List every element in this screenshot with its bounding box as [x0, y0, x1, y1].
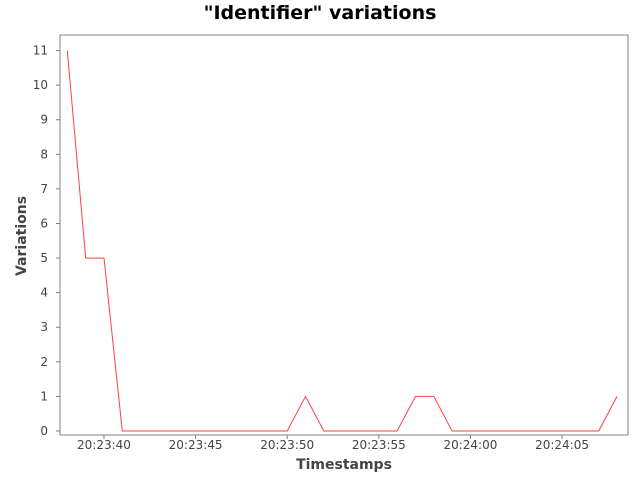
y-tick-label: 6: [40, 216, 48, 230]
y-tick-label: 10: [33, 78, 48, 92]
chart-title: "Identifier" variations: [203, 2, 437, 24]
data-point: [195, 431, 196, 432]
x-tick-label: 20:23:55: [352, 438, 406, 452]
data-point: [598, 431, 599, 432]
data-point: [140, 431, 141, 432]
data-point: [433, 396, 434, 397]
data-point: [305, 396, 306, 397]
data-point: [287, 431, 288, 432]
y-axis-title: Variations: [14, 196, 30, 276]
data-point: [617, 396, 618, 397]
x-tick-label: 20:24:05: [535, 438, 589, 452]
x-axis-title: Timestamps: [296, 457, 392, 473]
x-tick-label: 20:24:00: [443, 438, 497, 452]
x-axis: 20:23:40 20:23:45 20:23:50 20:23:55 20:24:00…: [77, 435, 589, 452]
plot-frame: [59, 34, 629, 436]
data-point: [104, 258, 105, 259]
data-point: [562, 431, 563, 432]
data-point: [378, 431, 379, 432]
y-tick-label: 5: [40, 251, 48, 265]
data-point: [213, 431, 214, 432]
data-point: [122, 431, 123, 432]
series-line: [66, 50, 618, 432]
data-point: [67, 50, 68, 51]
x-tick-label: 20:23:40: [77, 438, 131, 452]
x-tick-label: 20:23:45: [169, 438, 223, 452]
data-point: [525, 431, 526, 432]
data-point: [268, 431, 269, 432]
x-tick-label: 20:23:50: [260, 438, 314, 452]
y-tick-label: 7: [40, 182, 48, 196]
y-tick-label: 11: [33, 44, 48, 58]
data-point: [580, 431, 581, 432]
y-tick-label: 8: [40, 147, 48, 161]
data-point: [397, 431, 398, 432]
data-point: [158, 431, 159, 432]
plot-area: [59, 34, 629, 436]
data-point: [507, 431, 508, 432]
data-point: [543, 431, 544, 432]
y-tick-label: 9: [40, 113, 48, 127]
y-tick-label: 4: [40, 286, 48, 300]
y-tick-label: 2: [40, 355, 48, 369]
data-point: [360, 431, 361, 432]
series-layer: [66, 50, 618, 432]
data-point: [250, 431, 251, 432]
data-point: [415, 396, 416, 397]
data-point: [85, 258, 86, 259]
data-point: [232, 431, 233, 432]
data-point: [470, 431, 471, 432]
y-tick-label: 1: [40, 389, 48, 403]
y-tick-label: 3: [40, 320, 48, 334]
data-point: [323, 431, 324, 432]
data-point: [177, 431, 178, 432]
data-point: [342, 431, 343, 432]
y-tick-label: 0: [40, 424, 48, 438]
data-point: [452, 431, 453, 432]
data-point: [488, 431, 489, 432]
y-axis: 0 1 2 3 4 5 6 7 8 9 10 11: [33, 44, 60, 438]
